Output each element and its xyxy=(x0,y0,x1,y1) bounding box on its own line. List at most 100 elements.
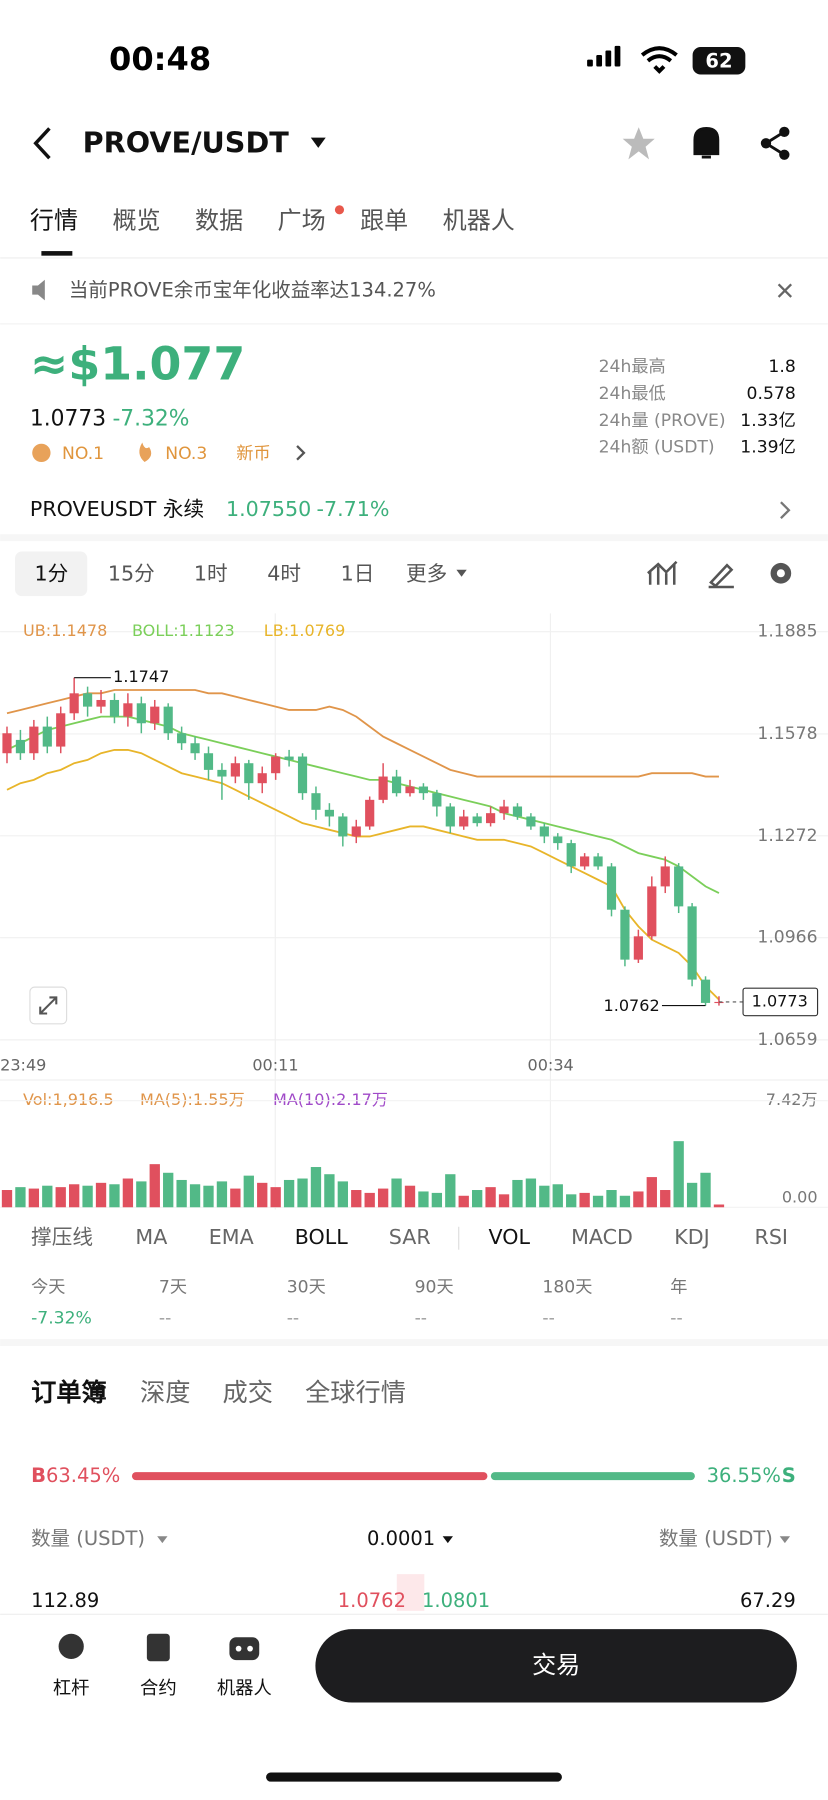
volume-bar xyxy=(566,1194,577,1208)
robot-eye xyxy=(247,1645,253,1652)
candle-body xyxy=(687,906,697,980)
volume-bar xyxy=(69,1184,80,1208)
nav-item[interactable]: 杠杆 xyxy=(53,1678,90,1699)
interval[interactable]: 15分 xyxy=(108,561,155,585)
precision[interactable]: 0.0001 xyxy=(367,1527,435,1550)
period-value: -- xyxy=(159,1308,171,1328)
candle-body xyxy=(297,756,308,794)
candle-body xyxy=(2,733,12,754)
candle-body xyxy=(203,753,214,770)
volume-bar xyxy=(324,1174,335,1208)
volume-bar xyxy=(700,1172,711,1208)
indicator-tab[interactable]: SAR xyxy=(389,1225,431,1249)
perp-more[interactable] xyxy=(780,501,791,520)
depth-shade xyxy=(396,1574,425,1611)
volume-bar xyxy=(619,1195,631,1208)
volume-bar xyxy=(189,1184,201,1208)
candle-body xyxy=(553,836,563,844)
volume-legend: Vol:1,916.5 xyxy=(23,1090,114,1109)
battery-level: 62 xyxy=(705,49,732,72)
volume-bar xyxy=(633,1191,644,1208)
interval[interactable]: 4时 xyxy=(267,561,301,585)
signal-bar xyxy=(596,55,603,67)
back-button[interactable] xyxy=(33,127,51,160)
volume-bar xyxy=(149,1164,160,1208)
book-tab[interactable]: 成交 xyxy=(223,1378,273,1407)
interval[interactable]: 1日 xyxy=(341,561,375,585)
candle-body xyxy=(15,739,26,754)
book-tab[interactable]: 全球行情 xyxy=(305,1378,406,1407)
candle-body xyxy=(365,799,375,827)
volume-bar xyxy=(525,1178,537,1208)
period-value: -- xyxy=(670,1308,682,1328)
book-tab[interactable]: 订单簿 xyxy=(31,1378,107,1407)
volume-bar xyxy=(176,1179,187,1208)
period-label: 90天 xyxy=(415,1278,454,1298)
indicator-tab[interactable]: 撑压线 xyxy=(31,1225,93,1249)
robot-eye xyxy=(235,1645,242,1652)
tab[interactable]: 机器人 xyxy=(443,206,515,234)
indicator-tab[interactable]: KDJ xyxy=(674,1225,710,1249)
tab[interactable]: 行情 xyxy=(30,206,78,234)
volume-bar xyxy=(257,1182,268,1208)
period-value: -7.32% xyxy=(31,1308,92,1328)
candle-body xyxy=(418,786,429,794)
candle-body xyxy=(647,886,657,937)
candle-body xyxy=(580,856,590,867)
tab[interactable]: 跟单 xyxy=(360,206,408,234)
high-label: 1.1747 xyxy=(113,667,169,686)
stat-value: 0.578 xyxy=(747,384,796,404)
bid-price: 1.0762 xyxy=(338,1589,406,1612)
indicator-tab[interactable]: VOL xyxy=(489,1225,531,1249)
indicator-tab[interactable]: MA xyxy=(135,1225,167,1249)
battery xyxy=(692,47,746,75)
notice-text: 当前PROVE余币宝年化收益率达134.27% xyxy=(69,279,436,302)
nav-item[interactable]: 机器人 xyxy=(217,1678,272,1699)
interval[interactable]: 更多 xyxy=(406,561,447,585)
volume-bar xyxy=(95,1182,107,1208)
section-gap xyxy=(0,534,828,542)
buy-tag: B xyxy=(31,1464,46,1487)
stat-label: 24h额 (USDT) xyxy=(599,438,715,458)
pair-title: PROVE/USDT xyxy=(83,125,290,159)
pair-dropdown[interactable] xyxy=(310,137,326,148)
tab-underline xyxy=(41,251,73,256)
candle-body xyxy=(150,706,160,724)
indicator-tab[interactable]: MACD xyxy=(571,1225,633,1249)
book-tab[interactable]: 深度 xyxy=(140,1378,190,1407)
volume-bar xyxy=(431,1192,443,1208)
draw-icon[interactable] xyxy=(708,563,734,589)
chart-type-icon[interactable] xyxy=(647,560,678,585)
volume-bar xyxy=(42,1185,53,1208)
candle-body xyxy=(109,699,120,717)
candle-body xyxy=(257,773,267,784)
x-tick-label: 23:49 xyxy=(0,1056,46,1075)
y-tick-label: 1.0966 xyxy=(757,928,817,948)
badge-more[interactable] xyxy=(296,445,306,461)
volume-bar xyxy=(283,1179,295,1208)
close-notice[interactable] xyxy=(777,283,793,298)
volume-legend: MA(5):1.55万 xyxy=(140,1090,245,1109)
indicator-tab[interactable]: RSI xyxy=(755,1225,789,1249)
perp-change: -7.71% xyxy=(317,497,390,521)
volume-bar xyxy=(391,1178,402,1208)
nav-item[interactable]: 合约 xyxy=(140,1678,177,1699)
alert-bell[interactable] xyxy=(693,126,720,159)
last-tag-text: 1.0773 xyxy=(752,991,808,1010)
period-value: -- xyxy=(542,1308,554,1328)
interval[interactable]: 1时 xyxy=(194,561,228,585)
tab[interactable]: 数据 xyxy=(195,206,243,234)
indicator-tab[interactable]: BOLL xyxy=(295,1225,349,1249)
tab[interactable]: 广场 xyxy=(278,206,326,234)
stat-value: 1.39亿 xyxy=(740,438,795,458)
tab[interactable]: 概览 xyxy=(112,206,160,234)
trade-button[interactable] xyxy=(315,1629,797,1703)
interval[interactable]: 1分 xyxy=(35,561,69,585)
volume-bar xyxy=(28,1188,40,1208)
volume-bar xyxy=(445,1174,456,1208)
indicator-tab[interactable]: EMA xyxy=(209,1225,254,1249)
favorite-star[interactable] xyxy=(622,127,655,160)
legend: LB:1.0769 xyxy=(264,621,346,640)
candle-body xyxy=(391,776,402,794)
